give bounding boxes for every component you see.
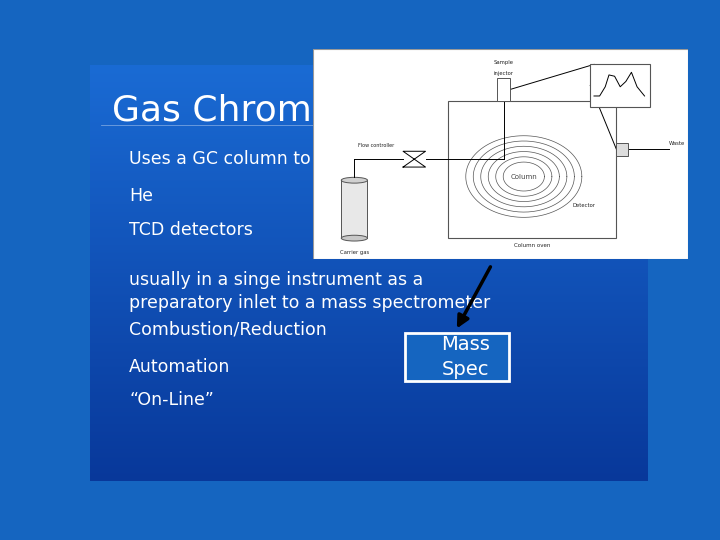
Text: “On-Line”: “On-Line”: [129, 391, 214, 409]
Text: Carrier gas: Carrier gas: [340, 250, 369, 255]
Bar: [497, 78, 510, 102]
Text: Combustion/Reduction: Combustion/Reduction: [129, 321, 327, 339]
Text: TCD detectors: TCD detectors: [129, 221, 253, 239]
Text: Flow controller: Flow controller: [358, 143, 395, 148]
Text: He: He: [129, 187, 153, 205]
Bar: [448, 102, 616, 238]
Bar: [405, 333, 508, 381]
Text: Column: Column: [510, 173, 537, 179]
Bar: [341, 180, 367, 238]
Text: Mass
Spec: Mass Spec: [441, 335, 490, 379]
Text: Detector: Detector: [572, 202, 595, 207]
Text: Waste: Waste: [669, 141, 685, 146]
Bar: [616, 143, 628, 156]
Text: Gas Chromatography: Gas Chromatography: [112, 94, 498, 128]
Bar: [590, 64, 650, 106]
Text: injector: injector: [494, 71, 513, 76]
Text: Automation: Automation: [129, 358, 230, 376]
Ellipse shape: [341, 235, 367, 241]
Ellipse shape: [341, 177, 367, 183]
Text: Column oven: Column oven: [514, 244, 550, 248]
Text: Sample: Sample: [494, 60, 513, 65]
Text: usually in a singe instrument as a
preparatory inlet to a mass spectrometer: usually in a singe instrument as a prepa…: [129, 271, 490, 312]
Text: Uses a GC column to separate gasses: Uses a GC column to separate gasses: [129, 150, 459, 168]
